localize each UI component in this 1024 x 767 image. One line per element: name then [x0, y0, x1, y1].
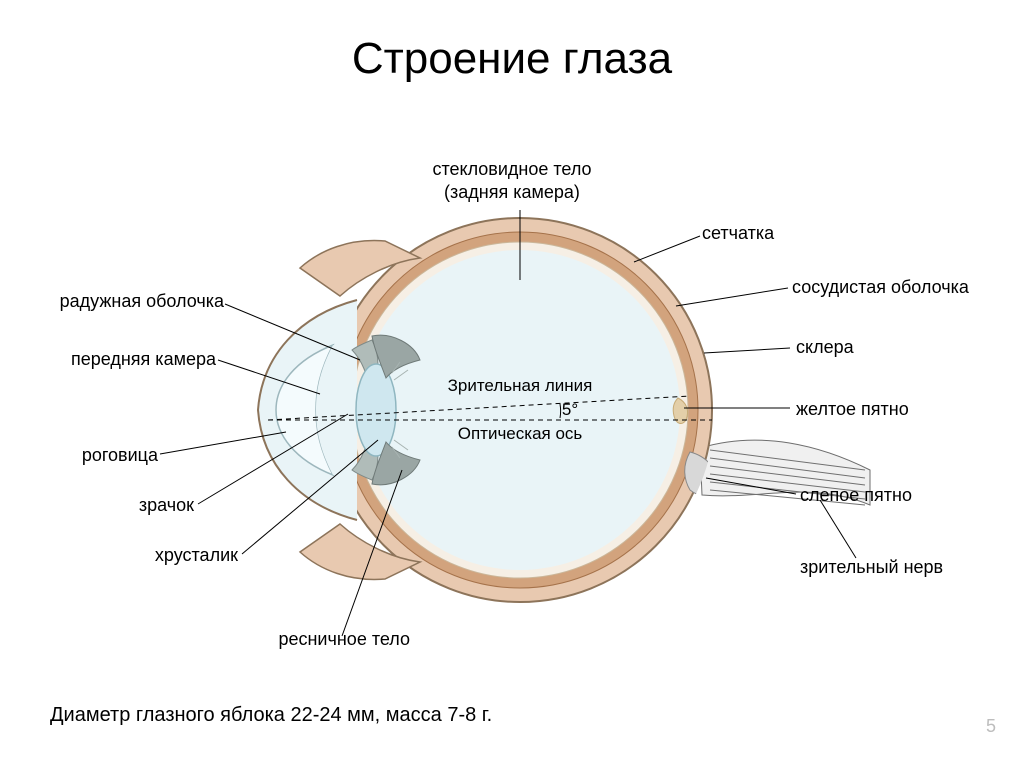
label-cornea: роговица	[82, 444, 158, 467]
label-lens: хрусталик	[155, 544, 238, 567]
label-anterior-chamber: передняя камера	[71, 348, 216, 371]
axis-optical: Оптическая ось	[398, 424, 642, 444]
label-macula: желтое пятно	[796, 398, 909, 421]
footer-note: Диаметр глазного яблока 22-24 мм, масса …	[50, 704, 492, 727]
label-pupil: зрачок	[139, 494, 194, 517]
axis-angle: 5°	[540, 400, 600, 420]
vitreous-body	[360, 250, 680, 570]
label-sclera: склера	[796, 336, 854, 359]
axis-visual-line: Зрительная линия	[398, 376, 642, 396]
label-optic-nerve: зрительный нерв	[800, 556, 943, 579]
page-number: 5	[986, 716, 996, 737]
label-vitreous: стекловидное тело (задняя камера)	[0, 158, 1024, 203]
label-iris: радужная оболочка	[60, 290, 224, 313]
label-ciliary-body: ресничное тело	[278, 628, 410, 651]
label-choroid: сосудистая оболочка	[792, 276, 969, 299]
label-retina: сетчатка	[702, 222, 774, 245]
label-blind-spot: слепое пятно	[800, 484, 912, 507]
